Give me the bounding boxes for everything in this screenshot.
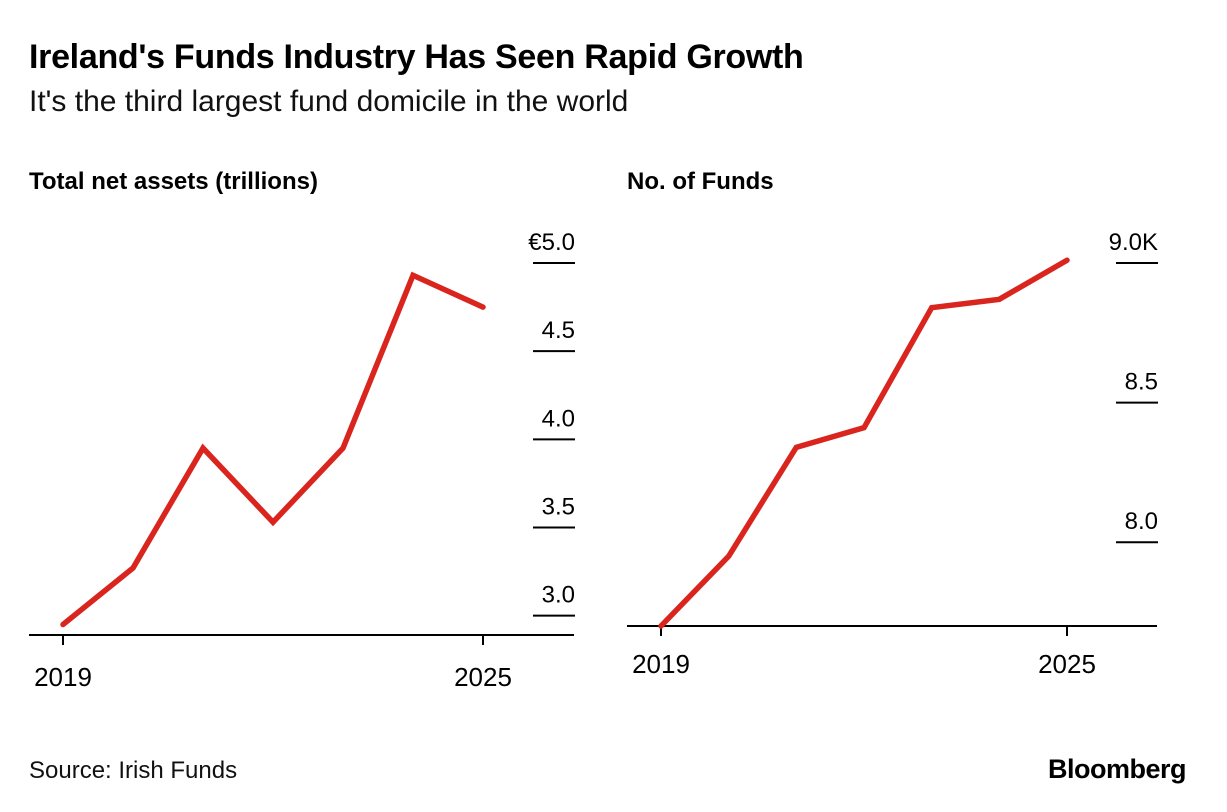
x-tick-label: 2025 <box>1038 649 1096 679</box>
y-tick-label: €5.0 <box>528 229 575 256</box>
y-tick-label: 3.5 <box>542 493 575 520</box>
panel-title-no-of-funds: No. of Funds <box>627 168 774 195</box>
bloomberg-logo: Bloomberg <box>1048 754 1187 784</box>
source-note: Source: Irish Funds <box>29 757 238 784</box>
x-tick-label: 2019 <box>632 649 690 679</box>
x-tick-label: 2019 <box>34 662 92 692</box>
series-line <box>60 271 486 628</box>
y-tick-label: 3.0 <box>542 582 575 609</box>
x-tick-label: 2025 <box>454 662 512 692</box>
y-tick-label: 8.5 <box>1125 369 1158 396</box>
chart-title: Ireland's Funds Industry Has Seen Rapid … <box>29 38 804 76</box>
chart-subtitle: It's the third largest fund domicile in … <box>29 85 629 118</box>
y-tick-label: 4.5 <box>542 317 575 344</box>
panel-title-net-assets: Total net assets (trillions) <box>29 168 318 195</box>
y-tick-label: 8.0 <box>1125 508 1158 535</box>
y-tick-label: 9.0K <box>1109 229 1158 256</box>
series-line <box>658 257 1070 629</box>
y-tick-label: 4.0 <box>542 405 575 432</box>
